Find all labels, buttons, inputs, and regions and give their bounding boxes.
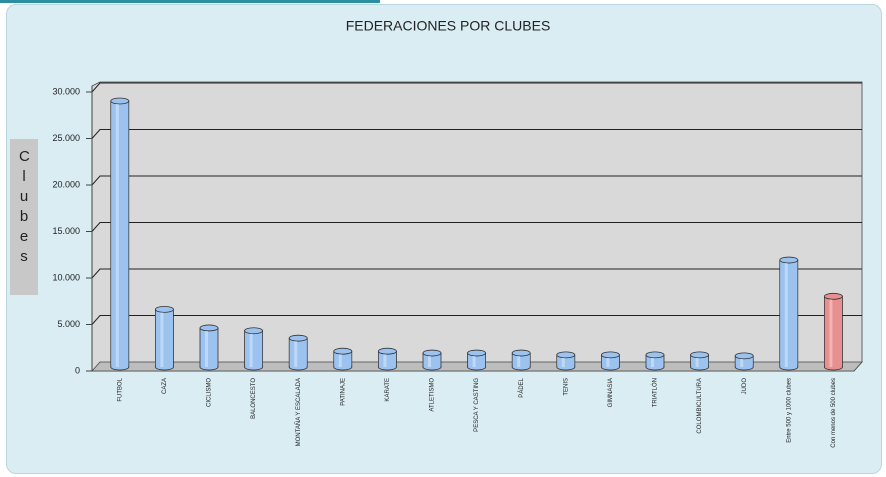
bar-top <box>154 305 174 313</box>
x-tick-label: BALONCESTO <box>251 378 257 419</box>
bar-highlight <box>606 357 610 367</box>
grid-line <box>91 315 862 325</box>
bar-highlight <box>294 341 298 367</box>
bar-highlight <box>205 330 208 367</box>
bar-shade <box>512 353 530 367</box>
bar-shade <box>334 351 352 367</box>
bar-top <box>333 347 353 355</box>
bar-top <box>734 352 754 360</box>
bar-highlight <box>517 356 521 367</box>
y-tick-label: 25.000 <box>52 133 80 143</box>
bar-highlight <box>338 354 342 367</box>
bar-highlight <box>784 263 788 367</box>
y-tick-label: 30.000 <box>52 86 80 96</box>
bar-top <box>556 351 576 359</box>
bar-top <box>199 324 219 332</box>
bar-highlight <box>651 357 654 367</box>
bar-highlight <box>472 356 476 367</box>
x-tick-label: MONTAÑA Y ESCALADA <box>295 378 302 446</box>
bar-highlight <box>115 104 119 368</box>
bar-highlight <box>428 356 431 367</box>
grid-line <box>91 129 862 139</box>
grid-line <box>91 82 862 93</box>
y-tick-label: 10.000 <box>52 272 80 282</box>
y-axis-label: Clubes <box>10 139 38 295</box>
bar-shade <box>468 353 486 367</box>
x-tick-label: Entre 500 y 1000 clubes <box>786 378 792 443</box>
bar-highlight <box>829 299 833 367</box>
x-tick-label: GIMNASIA <box>608 378 614 407</box>
bar-top <box>645 351 665 359</box>
x-tick-label: PATINAJE <box>340 378 346 406</box>
grid-line <box>91 175 862 186</box>
x-tick-label: KARATE <box>385 378 391 402</box>
bar-highlight <box>695 357 699 367</box>
bar-shade <box>111 101 129 368</box>
bar-top <box>422 349 442 357</box>
bar-shade <box>245 330 263 367</box>
bar-shade <box>824 296 842 367</box>
bar-top <box>288 334 308 342</box>
bar-highlight <box>160 312 164 367</box>
bar-top <box>467 349 487 357</box>
y-tick-label: 5.000 <box>57 319 80 329</box>
bar-top <box>779 256 799 264</box>
x-tick-label: Con menos de 500 clubes <box>831 378 837 448</box>
bar-highlight <box>561 357 565 367</box>
bar-shade <box>289 338 307 367</box>
chart-title: FEDERACIONES POR CLUBES <box>346 18 551 34</box>
x-tick-label: COLOMBICULTURA <box>697 378 703 434</box>
bar-highlight <box>383 354 387 367</box>
bar-top <box>110 97 130 105</box>
x-tick-label: CICLISMO <box>207 378 213 407</box>
bar-highlight <box>249 333 253 367</box>
bar-top <box>601 351 620 359</box>
x-tick-label: PÁDEL <box>518 377 525 397</box>
x-tick-label: TRIATLÓN <box>652 378 659 407</box>
bar-top <box>824 292 843 300</box>
bar-top <box>511 349 531 357</box>
x-tick-label: CAZA <box>162 378 168 394</box>
bar-shade <box>155 309 173 367</box>
bar-shade <box>423 353 441 367</box>
x-tick-label: TENIS <box>563 378 569 396</box>
x-tick-label: PESCA Y CASTING <box>474 378 480 432</box>
y-tick-label: 20.000 <box>52 179 80 189</box>
grid-line <box>91 268 862 279</box>
y-tick-label: 15.000 <box>52 226 80 236</box>
bar-shade <box>378 351 396 367</box>
bar-shade <box>200 327 218 367</box>
x-tick-label: FUTBOL <box>117 377 123 401</box>
bar-top <box>690 351 709 359</box>
bar-shade <box>780 260 798 367</box>
bar-highlight <box>740 358 744 367</box>
y-tick-label: 0 <box>75 365 80 375</box>
bar-top <box>377 347 397 355</box>
bar-top <box>244 327 264 335</box>
top-line <box>0 0 380 3</box>
x-tick-label: JUDO <box>742 378 748 395</box>
x-tick-label: ATLETISMO <box>430 378 436 412</box>
bar-shade <box>735 355 753 367</box>
grid-line <box>91 222 862 232</box>
